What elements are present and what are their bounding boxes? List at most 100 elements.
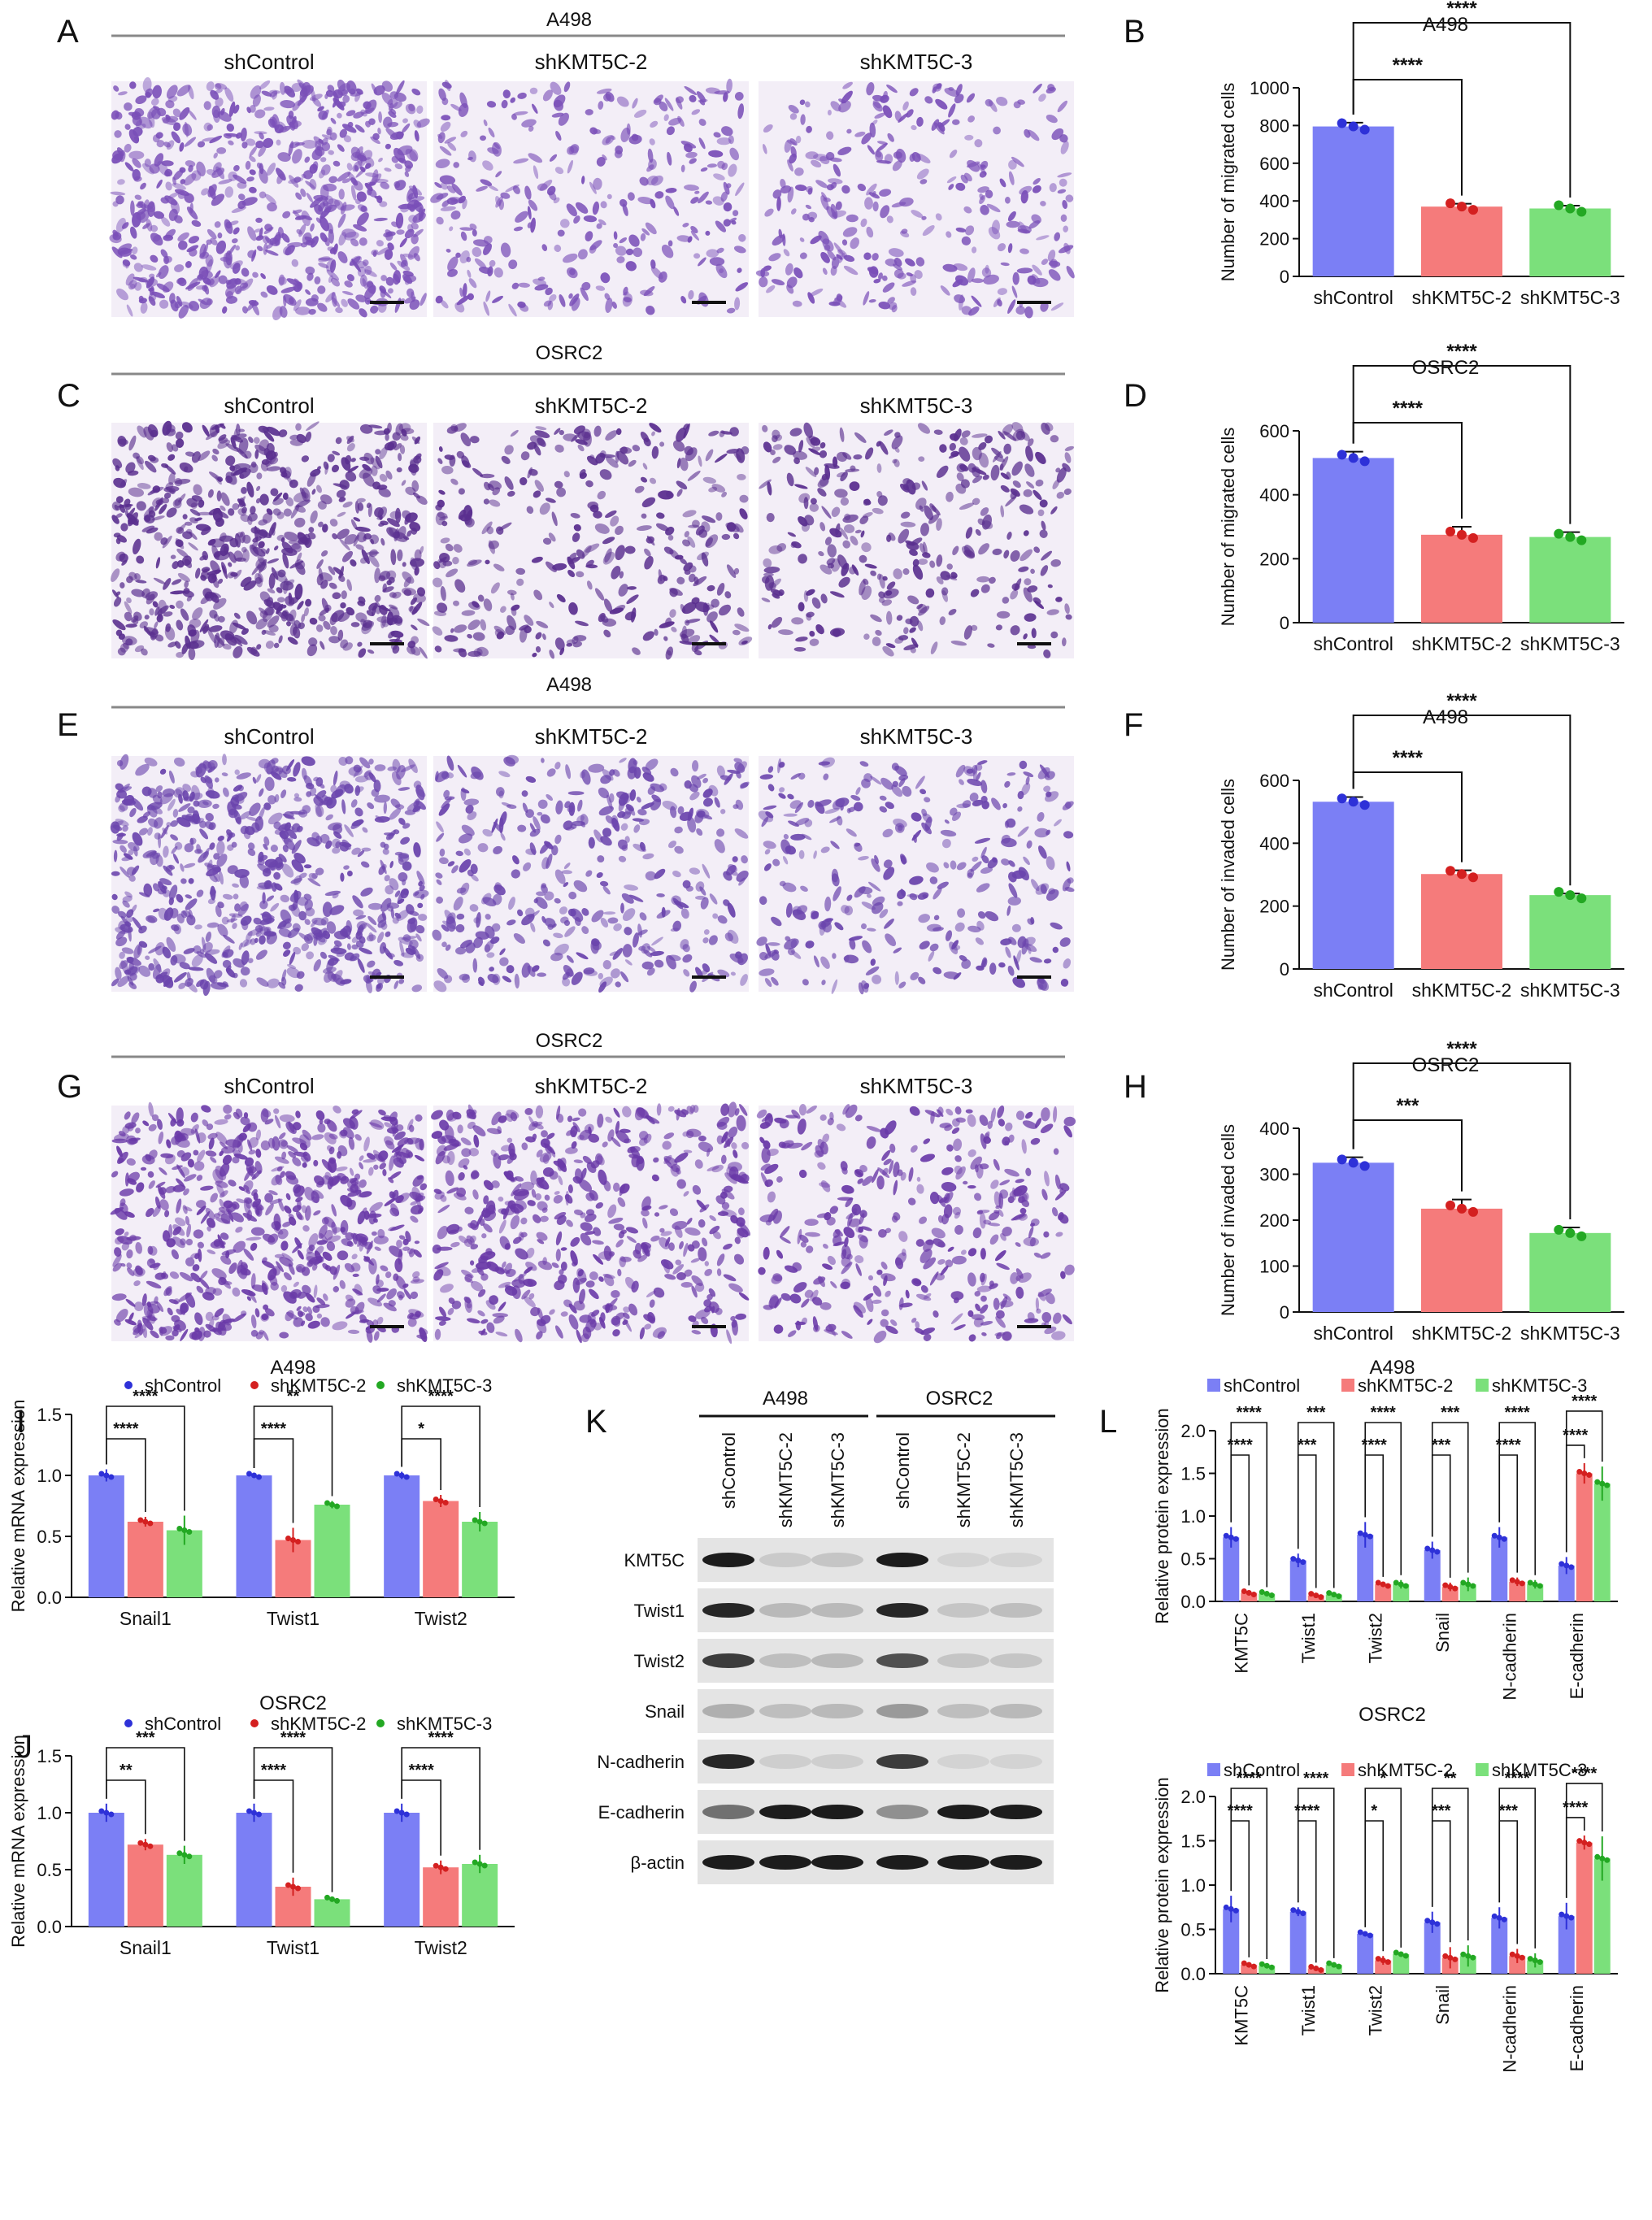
stained-cell — [298, 82, 305, 89]
stained-cell — [295, 306, 311, 315]
stained-cell — [352, 160, 363, 172]
stained-cell — [337, 79, 346, 92]
stained-cell — [142, 77, 152, 93]
stained-cell — [180, 179, 186, 185]
stained-cell — [310, 223, 315, 232]
stained-cell — [359, 274, 367, 287]
stained-cell — [241, 267, 250, 277]
stained-cell — [732, 210, 739, 216]
stained-cell — [252, 272, 259, 278]
stained-cell — [121, 222, 129, 229]
stained-cell — [241, 141, 248, 149]
stained-cell — [242, 306, 248, 314]
stained-cell — [996, 610, 1011, 619]
stained-cell — [846, 214, 859, 223]
stained-cell — [226, 123, 234, 133]
stained-cell — [124, 162, 134, 172]
stained-cell — [350, 185, 357, 201]
stained-cell — [394, 163, 403, 170]
stained-cell — [500, 242, 511, 258]
stained-cell — [186, 206, 198, 220]
stained-cell — [354, 260, 367, 269]
stained-cell — [341, 124, 357, 133]
stained-cell — [145, 91, 151, 98]
stained-cell — [269, 90, 278, 98]
stained-cell — [726, 78, 733, 93]
stained-cell — [624, 545, 636, 554]
stained-cell — [337, 213, 346, 228]
stained-cell — [224, 219, 233, 234]
stained-cell — [261, 90, 272, 97]
stained-cell — [185, 160, 196, 167]
stained-cell — [245, 160, 251, 170]
micrograph-column-label: shKMT5C-2 — [535, 724, 648, 749]
stained-cell — [567, 267, 578, 279]
stained-cell — [328, 176, 338, 184]
stained-cell — [333, 160, 341, 167]
stained-cell — [207, 184, 217, 198]
panel-letter-g: G — [57, 1069, 82, 1105]
stained-cell — [562, 253, 578, 263]
stained-cell — [259, 132, 264, 140]
stained-cell — [135, 119, 142, 128]
stained-cell — [225, 250, 233, 266]
stained-cell — [202, 277, 211, 285]
stained-cell — [178, 240, 188, 250]
stained-cell — [111, 871, 120, 876]
stained-cell — [246, 138, 256, 146]
stained-cell — [142, 223, 150, 229]
panel-letter-f: F — [1124, 707, 1143, 743]
stained-cell — [318, 257, 333, 261]
stained-cell — [233, 165, 240, 172]
stained-cell — [153, 234, 162, 242]
stained-cell — [545, 287, 553, 296]
stained-cell — [165, 100, 175, 109]
stained-cell — [130, 200, 135, 216]
stained-cell — [309, 163, 318, 174]
stained-cell — [217, 232, 223, 239]
stained-cell — [849, 481, 860, 491]
stained-cell — [203, 101, 211, 111]
stained-cell — [139, 116, 153, 129]
stained-cell — [206, 239, 212, 245]
stained-cell — [264, 224, 273, 232]
stained-cell — [347, 172, 357, 184]
stained-cell — [567, 791, 585, 796]
stained-cell — [328, 228, 334, 244]
stained-cell — [249, 169, 256, 176]
stained-cell — [231, 238, 238, 244]
micrograph-panel — [432, 754, 750, 993]
stained-cell — [406, 288, 415, 298]
stained-cell — [511, 114, 517, 120]
stained-cell — [239, 531, 246, 544]
stained-cell — [267, 202, 277, 212]
stained-cell — [129, 81, 137, 89]
micrograph-column-label: shKMT5C-2 — [535, 393, 648, 418]
micrograph-panel — [432, 423, 753, 660]
stained-cell — [202, 285, 208, 292]
stained-cell — [313, 136, 324, 146]
stained-cell — [151, 109, 161, 119]
stained-cell — [280, 100, 296, 109]
stained-cell — [161, 116, 177, 125]
stained-cell — [256, 245, 263, 252]
stained-cell — [413, 228, 424, 237]
stained-cell — [1012, 272, 1019, 285]
stained-cell — [262, 235, 270, 244]
stained-cell — [278, 274, 285, 286]
stained-cell — [198, 298, 208, 306]
stained-cell — [131, 246, 138, 255]
stained-cell — [366, 280, 374, 288]
stained-cell — [129, 226, 137, 239]
stained-cell — [144, 159, 151, 167]
stained-cell — [593, 177, 602, 190]
stained-cell — [346, 110, 356, 117]
stained-cell — [188, 164, 193, 172]
stained-cell — [596, 223, 602, 229]
stained-cell — [413, 119, 422, 128]
panel-letter-k: K — [585, 1404, 607, 1440]
stained-cell — [260, 291, 268, 298]
stained-cell — [295, 192, 302, 200]
stained-cell — [408, 185, 423, 196]
stained-cell — [218, 179, 233, 185]
